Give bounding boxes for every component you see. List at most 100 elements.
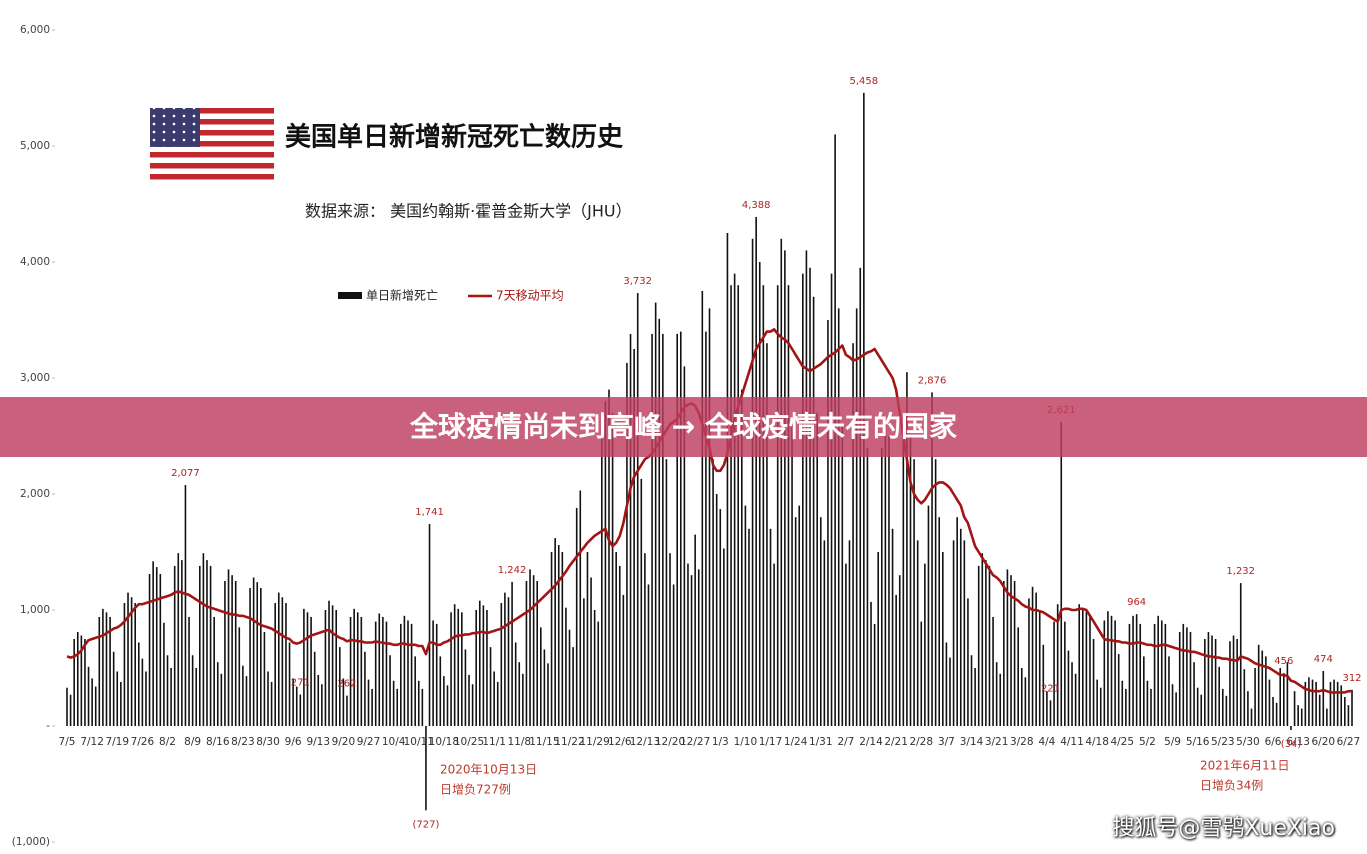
data-label: 2,077 (171, 468, 200, 479)
x-tick-label: 8/9 (184, 736, 201, 748)
bar (758, 262, 761, 726)
bar (152, 561, 154, 726)
bar (931, 392, 933, 726)
bar (1157, 615, 1159, 726)
bar (827, 320, 829, 726)
data-label: 271 (291, 678, 310, 689)
bar (1035, 592, 1037, 726)
bar (238, 627, 241, 726)
bar (493, 671, 495, 726)
bar (644, 553, 646, 726)
bar (439, 656, 442, 726)
bar (1329, 681, 1332, 726)
bar (529, 569, 531, 726)
bar (999, 673, 1002, 726)
bar (1060, 421, 1063, 726)
x-tick-label: 12/6 (608, 736, 632, 748)
bar (166, 655, 169, 726)
bar (349, 616, 352, 726)
bar (170, 668, 172, 726)
bar (701, 291, 704, 726)
bar (177, 553, 180, 726)
x-tick-label: 9/20 (332, 736, 356, 748)
bar (202, 553, 205, 726)
bar (159, 574, 162, 726)
bar (676, 333, 678, 726)
x-tick-label: 11/22 (554, 736, 584, 748)
bar (906, 372, 908, 726)
bar (1261, 650, 1264, 726)
bar (633, 349, 635, 726)
bar (453, 604, 456, 726)
data-label: 964 (1127, 597, 1146, 608)
bar (155, 567, 158, 726)
x-tick-label: 9/27 (357, 736, 381, 748)
bar (1074, 673, 1077, 726)
x-tick-label: 9/13 (306, 736, 330, 748)
bar (1236, 639, 1238, 726)
bar (504, 592, 506, 726)
bar (1081, 610, 1084, 726)
bar (1232, 635, 1235, 726)
bar (1283, 673, 1285, 726)
bar (798, 505, 801, 726)
bar (281, 597, 284, 726)
bar (988, 565, 991, 726)
y-tick-label: (1,000) (12, 836, 50, 848)
bar (1046, 691, 1048, 726)
bar (478, 600, 481, 726)
bar (1092, 639, 1095, 726)
bar (647, 584, 650, 726)
bar (1114, 620, 1116, 726)
bar (651, 333, 653, 726)
bar (1279, 668, 1282, 726)
x-tick-label: 9/6 (285, 736, 302, 748)
x-tick-label: 3/21 (985, 736, 1009, 748)
bar (1143, 656, 1145, 726)
bar (295, 686, 298, 726)
bar (1103, 620, 1106, 726)
bar (76, 632, 79, 726)
x-tick-label: 12/13 (630, 736, 660, 748)
bar (819, 517, 822, 726)
bar (816, 412, 818, 726)
bar (1300, 708, 1303, 726)
bar (712, 459, 714, 726)
bar (188, 616, 190, 726)
bar (446, 685, 449, 726)
bar (859, 267, 862, 726)
bar (256, 582, 259, 726)
bar (1053, 621, 1055, 726)
x-tick-label: 8/16 (206, 736, 230, 748)
x-tick-label: 1/17 (759, 736, 783, 748)
bar (1117, 654, 1120, 726)
bar (791, 424, 793, 726)
bar (539, 627, 542, 726)
bar (1049, 700, 1052, 726)
bar (805, 250, 808, 726)
bar (1257, 644, 1260, 726)
bar (1344, 697, 1346, 726)
bar (1175, 692, 1177, 726)
bar (852, 343, 854, 726)
bar (705, 331, 707, 726)
bar (1322, 671, 1325, 726)
bar (1038, 610, 1041, 726)
bar (1293, 691, 1296, 726)
bar (1347, 705, 1350, 726)
data-label: (34) (1281, 739, 1302, 750)
data-label: (727) (412, 819, 439, 830)
bar (683, 366, 686, 726)
bar (608, 389, 610, 726)
bar (112, 651, 115, 726)
data-label: 474 (1314, 654, 1333, 665)
bar (992, 616, 994, 726)
bar (809, 267, 811, 726)
bar (794, 517, 797, 726)
bar (407, 620, 409, 726)
bar (367, 679, 370, 726)
x-tick-label: 10/25 (454, 736, 484, 748)
bar (787, 285, 790, 726)
bar (378, 613, 381, 726)
bar (414, 656, 416, 726)
